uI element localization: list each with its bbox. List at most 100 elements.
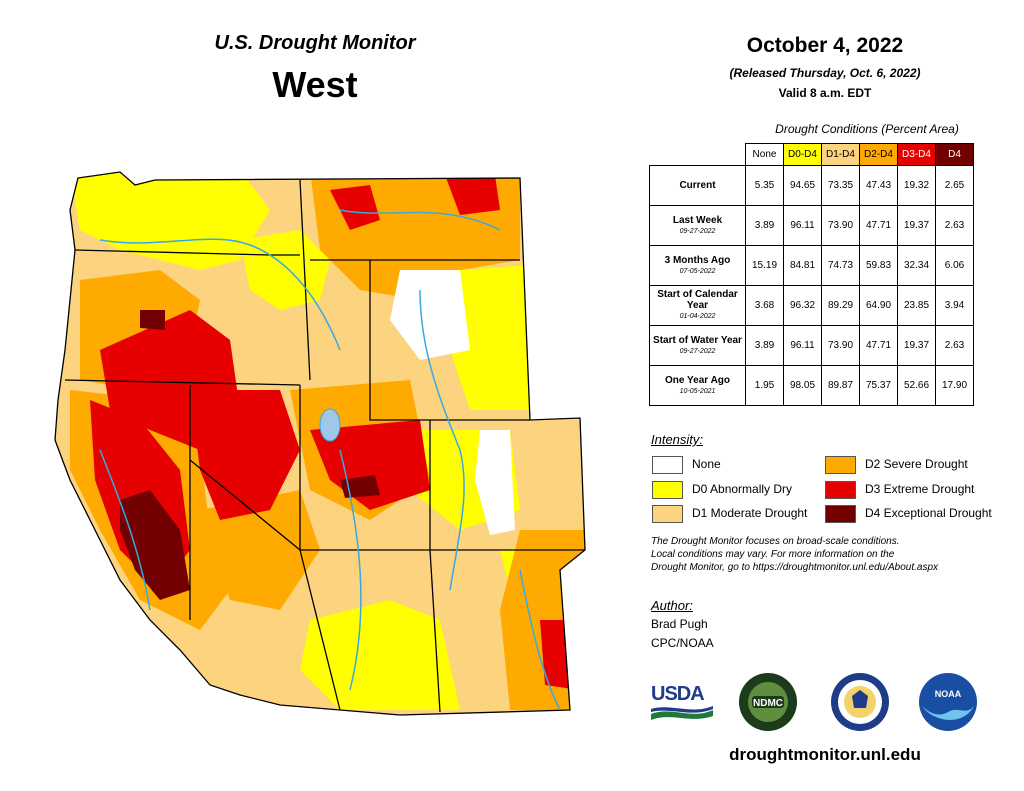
drought-conditions-table: None D0-D4 D1-D4 D2-D4 D3-D4 D4 Current 5…	[649, 143, 974, 406]
table-cell: 47.71	[859, 325, 898, 366]
region-title: West	[272, 64, 358, 105]
table-cell: 47.71	[859, 205, 898, 246]
d2-region-nevada-south	[200, 490, 320, 610]
d3-region-newmexico	[540, 620, 580, 690]
legend-swatch-none	[652, 456, 683, 474]
col-d1d4-header: D1-D4	[821, 143, 860, 166]
row-label-text: Start of Calendar Year	[657, 289, 738, 311]
table-cell: 73.90	[821, 205, 860, 246]
table-corner	[649, 143, 746, 166]
legend-heading: Intensity:	[651, 432, 704, 447]
table-cell: 52.66	[897, 365, 936, 406]
table-cell: 64.90	[859, 285, 898, 326]
legend-swatch-d2	[825, 456, 856, 474]
website-url[interactable]: droughtmonitor.unl.edu	[729, 745, 921, 764]
table-cell: 19.32	[897, 165, 936, 206]
legend-swatch-d4	[825, 505, 856, 523]
table-cell: 5.35	[745, 165, 784, 206]
row-label-date: 09-27-2022	[679, 227, 716, 235]
doc-seal-logo	[831, 673, 889, 731]
table-cell: 98.05	[783, 365, 822, 406]
table-cell: 74.73	[821, 245, 860, 286]
table-cell: 17.90	[935, 365, 974, 406]
table-cell: 2.65	[935, 165, 974, 206]
d0-region-arizona	[300, 600, 460, 710]
valid-time: Valid 8 a.m. EDT	[778, 86, 872, 100]
table-cell: 96.32	[783, 285, 822, 326]
legend-swatch-d3	[825, 481, 856, 499]
d4-region-oregon	[140, 310, 165, 330]
table-row: Start of Water Year 09-27-2022 3.89 96.11 73…	[649, 325, 974, 366]
col-none-header: None	[745, 143, 784, 166]
table-row: One Year Ago 10-05-2021 1.95 98.05 89.87 75.3…	[649, 365, 974, 406]
noaa-logo-text: NOAA	[935, 689, 962, 699]
row-label-date: 07-05-2022	[679, 267, 716, 275]
great-salt-lake	[319, 408, 341, 442]
drought-map	[54, 171, 586, 716]
d3-region-nevada	[190, 390, 300, 520]
table-cell: 2.63	[935, 325, 974, 366]
table-cell: 94.65	[783, 165, 822, 206]
d0-region-northwest	[70, 172, 270, 270]
table-cell: 2.63	[935, 205, 974, 246]
table-cell: 1.95	[745, 365, 784, 406]
legend-swatch-d1	[652, 505, 683, 523]
legend-label-d1: D1 Moderate Drought	[692, 506, 808, 520]
table-cell: 15.19	[745, 245, 784, 286]
table-cell: 73.35	[821, 165, 860, 206]
note-line-1: The Drought Monitor focuses on broad-sca…	[651, 536, 900, 547]
row-label: Current	[649, 165, 746, 206]
row-label-text: Last Week	[672, 214, 723, 226]
table-caption: Drought Conditions (Percent Area)	[775, 122, 959, 136]
table-row: 3 Months Ago 07-05-2022 15.19 84.81 74.73 59.…	[649, 245, 974, 286]
note-line-2: Local conditions may vary. For more info…	[651, 549, 895, 560]
table-cell: 3.89	[745, 205, 784, 246]
table-row: Last Week 09-27-2022 3.89 96.11 73.90 47.71 19…	[649, 205, 974, 246]
table-cell: 73.90	[821, 325, 860, 366]
table-cell: 47.43	[859, 165, 898, 206]
row-label-date: 10-05-2021	[679, 387, 716, 395]
noaa-logo: NOAA	[919, 673, 977, 731]
usda-logo: USDA	[651, 683, 713, 725]
col-d3d4-header: D3-D4	[897, 143, 936, 166]
row-label-date: 09-27-2022	[679, 347, 716, 355]
legend-swatch-d0	[652, 481, 683, 499]
usda-logo-text: USDA	[651, 683, 705, 705]
row-label-text: One Year Ago	[664, 374, 731, 386]
table-row: Start of Calendar Year 01-04-2022 3.68 96.3…	[649, 285, 974, 326]
none-region-colorado	[475, 430, 515, 535]
legend-label-d3: D3 Extreme Drought	[865, 482, 975, 496]
row-label-date: 01-04-2022	[679, 313, 716, 320]
state-borders	[54, 171, 586, 716]
row-label: Start of Calendar Year 01-04-2022	[649, 285, 746, 326]
legend-label-d2: D2 Severe Drought	[865, 457, 968, 471]
author-org: CPC/NOAA	[651, 636, 714, 650]
map-date: October 4, 2022	[746, 34, 904, 57]
col-d4-header: D4	[935, 143, 974, 166]
d3-region-montana-east	[445, 175, 500, 215]
table-cell: 32.34	[897, 245, 936, 286]
rivers	[99, 209, 561, 711]
legend-label-none: None	[692, 457, 721, 471]
map-title: U.S. Drought Monitor	[214, 32, 416, 54]
table-cell: 3.68	[745, 285, 784, 326]
release-date: (Released Thursday, Oct. 6, 2022)	[729, 66, 921, 80]
table-cell: 84.81	[783, 245, 822, 286]
d0-region-wyoming-east	[450, 265, 535, 410]
legend-label-d0: D0 Abnormally Dry	[692, 482, 793, 496]
table-cell: 75.37	[859, 365, 898, 406]
col-d2d4-header: D2-D4	[859, 143, 898, 166]
table-cell: 23.85	[897, 285, 936, 326]
row-label-text: 3 Months Ago	[664, 254, 731, 266]
row-label-text: Current	[679, 180, 716, 191]
author-name: Brad Pugh	[651, 617, 708, 631]
d3-region-utah	[310, 420, 430, 510]
table-cell: 89.87	[821, 365, 860, 406]
d4-region-california	[120, 490, 190, 600]
table-cell: 19.37	[897, 205, 936, 246]
legend-label-d4: D4 Exceptional Drought	[865, 506, 992, 520]
table-cell: 19.37	[897, 325, 936, 366]
table-header-row: None D0-D4 D1-D4 D2-D4 D3-D4 D4	[649, 143, 974, 166]
table-cell: 96.11	[783, 325, 822, 366]
row-label: One Year Ago 10-05-2021	[649, 365, 746, 406]
